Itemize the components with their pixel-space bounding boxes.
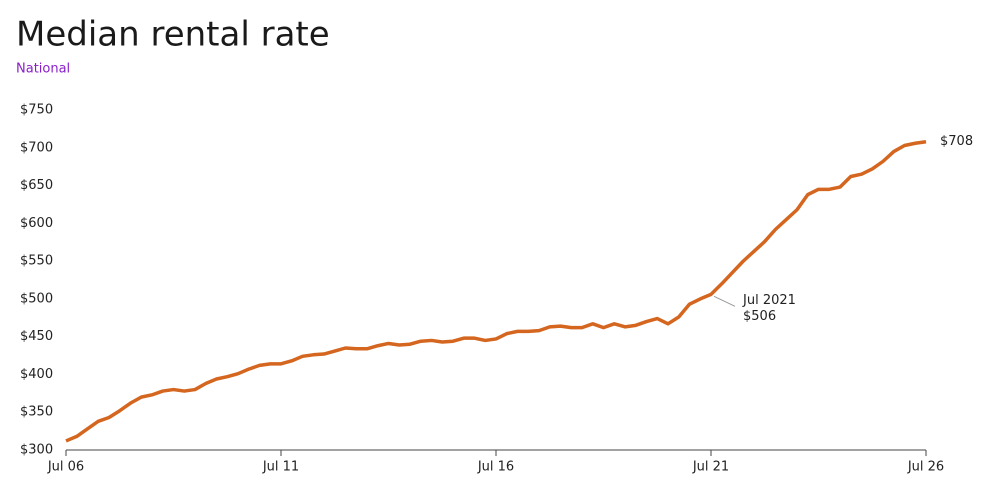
y-tick-label: $750 <box>20 103 53 118</box>
annotation-value: $506 <box>743 309 776 324</box>
end-value-label: $708 <box>940 134 973 149</box>
annotation-label: Jul 2021 <box>742 293 796 308</box>
y-tick-label: $350 <box>20 405 53 420</box>
x-tick-label: Jul 16 <box>477 460 514 475</box>
y-tick-label: $450 <box>20 329 53 344</box>
y-tick-label: $600 <box>20 216 53 231</box>
y-tick-label: $550 <box>20 254 53 269</box>
y-tick-label: $650 <box>20 178 53 193</box>
x-tick-label: Jul 11 <box>262 460 299 475</box>
chart-subtitle: National <box>16 62 70 77</box>
y-tick-label: $500 <box>20 291 53 306</box>
y-tick-label: $300 <box>20 443 53 458</box>
y-tick-label: $400 <box>20 367 53 382</box>
x-tick-label: Jul 06 <box>47 460 84 475</box>
annotation-leader <box>713 295 736 307</box>
x-tick-label: Jul 21 <box>692 460 729 475</box>
x-tick-label: Jul 26 <box>907 460 944 475</box>
chart-title: Median rental rate <box>16 15 330 55</box>
line-series <box>65 139 927 443</box>
y-tick-label: $700 <box>20 140 53 155</box>
